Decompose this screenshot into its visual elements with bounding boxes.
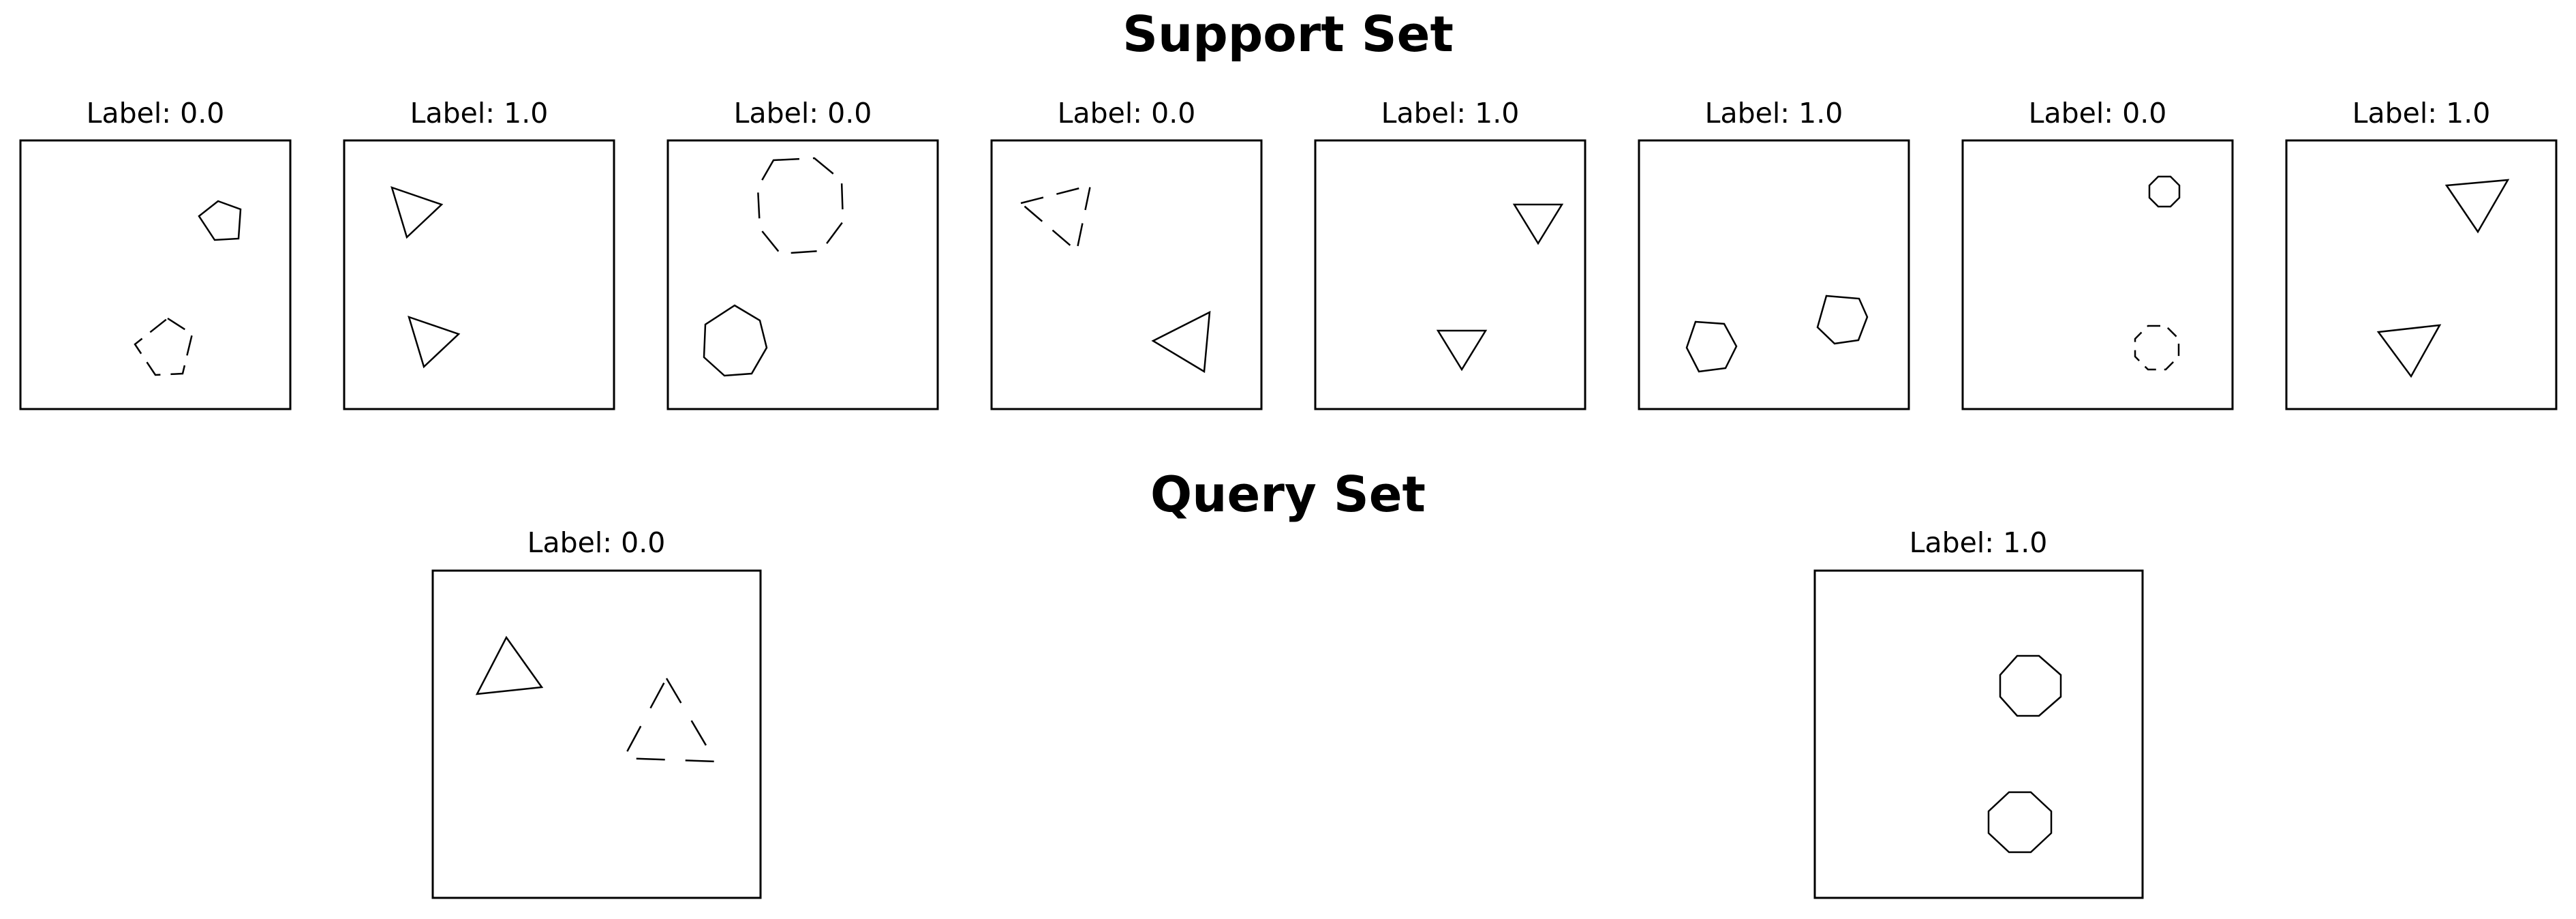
dashed-triangle-shape: [1019, 184, 1092, 253]
panel-label: Label: 0.0: [527, 526, 666, 559]
solid-pentagon-shape: [198, 200, 242, 241]
panel-label: Label: 1.0: [1910, 526, 2048, 559]
panel-label: Label: 0.0: [734, 97, 872, 130]
dashed-octagon-shape: [756, 157, 844, 255]
triangle-shape: [1436, 203, 1564, 372]
support-panel-4: Label: 0.0: [990, 97, 1263, 410]
panel-frame: [666, 139, 939, 410]
panel-frame: [2285, 139, 2558, 410]
panel-frame: [431, 569, 762, 899]
support-panel-1: Label: 0.0: [19, 97, 292, 410]
triangle-shape: [390, 186, 461, 369]
panel-frame: [1314, 139, 1586, 410]
support-panel-3: Label: 0.0: [666, 97, 939, 410]
panel-frame: [19, 139, 292, 410]
triangle-shape: [2376, 179, 2510, 378]
dashed-triangle-shape: [622, 676, 718, 763]
support-panel-6: Label: 1.0: [1638, 97, 1910, 410]
panel-label: Label: 1.0: [1705, 97, 1843, 130]
dashed-pentagon-shape: [134, 317, 194, 376]
support-panel-8: Label: 1.0: [2285, 97, 2558, 410]
panel-label: Label: 1.0: [2352, 97, 2491, 130]
solid-octagon-shape: [2148, 175, 2181, 208]
solid-heptagon-shape: [703, 304, 768, 377]
dashed-octagon-shape: [2134, 325, 2180, 371]
solid-triangle-shape: [1151, 310, 1211, 374]
panel-frame: [1813, 569, 2144, 899]
octagon-shape: [1987, 654, 2062, 854]
support-set-title: Support Set: [1122, 5, 1454, 63]
panel-label: Label: 1.0: [1381, 97, 1520, 130]
hexagon-shape: [1685, 295, 1869, 373]
solid-triangle-shape: [475, 635, 544, 695]
panel-frame: [343, 139, 615, 410]
support-panel-2: Label: 1.0: [343, 97, 615, 410]
support-panel-7: Label: 0.0: [1961, 97, 2234, 410]
support-panel-5: Label: 1.0: [1314, 97, 1586, 410]
panel-frame: [1638, 139, 1910, 410]
panel-label: Label: 1.0: [410, 97, 549, 130]
panel-label: Label: 0.0: [2029, 97, 2167, 130]
panel-frame: [1961, 139, 2234, 410]
panel-label: Label: 0.0: [87, 97, 225, 130]
query-set-title: Query Set: [1150, 466, 1426, 523]
panel-frame: [990, 139, 1263, 410]
query-panel-1: Label: 0.0: [431, 526, 762, 899]
query-panel-2: Label: 1.0: [1813, 526, 2144, 899]
panel-label: Label: 0.0: [1058, 97, 1196, 130]
